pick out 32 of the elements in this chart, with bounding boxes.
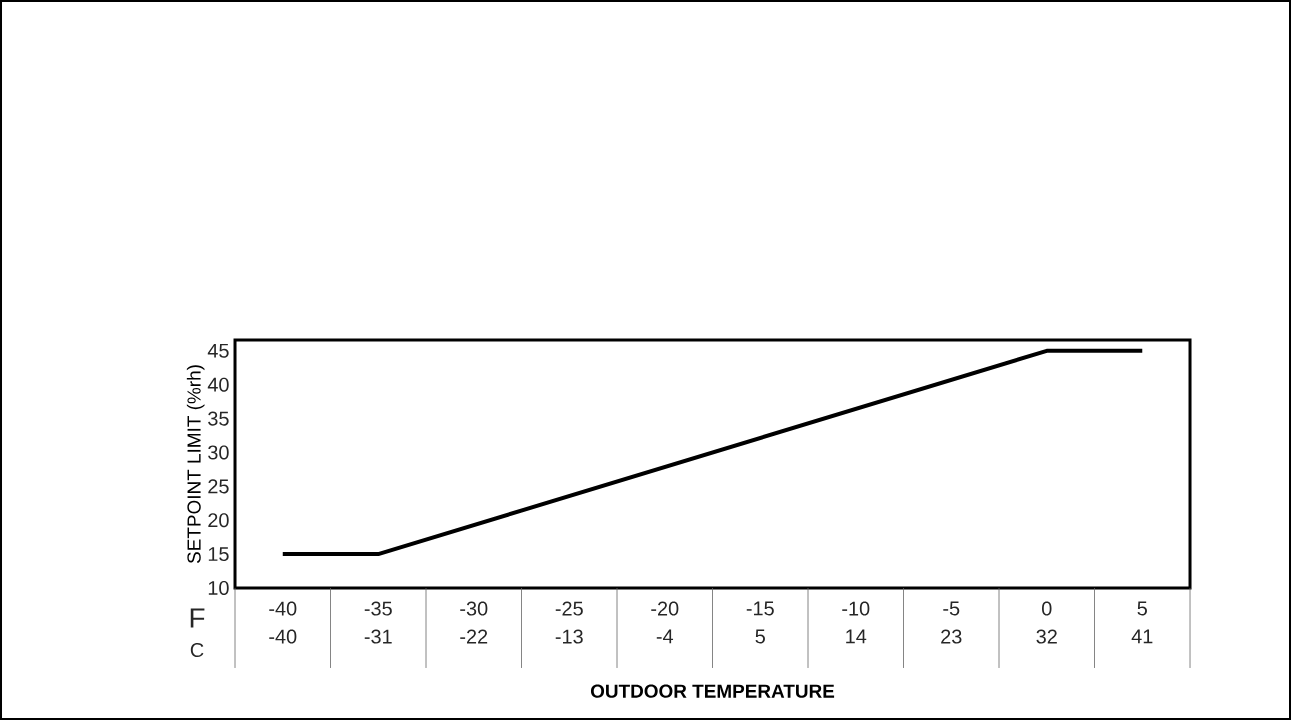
x2-tick-label: -4 — [656, 629, 674, 644]
x-tick-label: -10 — [842, 601, 870, 616]
x2-tick-label: 5 — [755, 629, 765, 644]
y-tick-label: 40 — [207, 377, 229, 392]
text: F — [190, 608, 205, 628]
x-tick-label: 5 — [1137, 601, 1147, 616]
x-tick-label: -15 — [746, 601, 774, 616]
x-tick-label: -30 — [460, 601, 488, 616]
y-tick-label: 10 — [208, 580, 229, 596]
y-tick-label: 30 — [208, 445, 229, 460]
x-tick-label: -35 — [364, 601, 392, 616]
x2-tick-label: 14 — [846, 629, 867, 644]
x2-tick-label: -22 — [460, 629, 488, 644]
x-tick-label: -5 — [943, 601, 960, 616]
y-axis-title: SETPOINT LIMIT (%rh) — [186, 365, 205, 564]
x2-tick-label: 41 — [1131, 629, 1153, 644]
x2-tick-label: 23 — [941, 629, 962, 644]
y-tick-label: 35 — [208, 411, 229, 426]
y-tick-label: 25 — [208, 479, 229, 494]
x2-tick-label: -31 — [364, 629, 392, 644]
y-tick-label: 20 — [208, 513, 229, 528]
x2-tick-label: -40 — [269, 629, 297, 644]
text: C — [190, 642, 204, 658]
y-tick-label: 15 — [208, 547, 229, 562]
x2-tick-label: -13 — [555, 629, 583, 644]
x2-tick-label: 32 — [1036, 629, 1057, 644]
x-tick-label: -40 — [269, 601, 297, 616]
x-tick-label: -25 — [555, 601, 583, 616]
x-tick-label: 0 — [1042, 601, 1052, 616]
y-tick-label: 45 — [207, 343, 229, 358]
x-tick-label: -20 — [651, 601, 679, 616]
x-axis-title: OUTDOOR TEMPERATURE — [590, 684, 835, 698]
